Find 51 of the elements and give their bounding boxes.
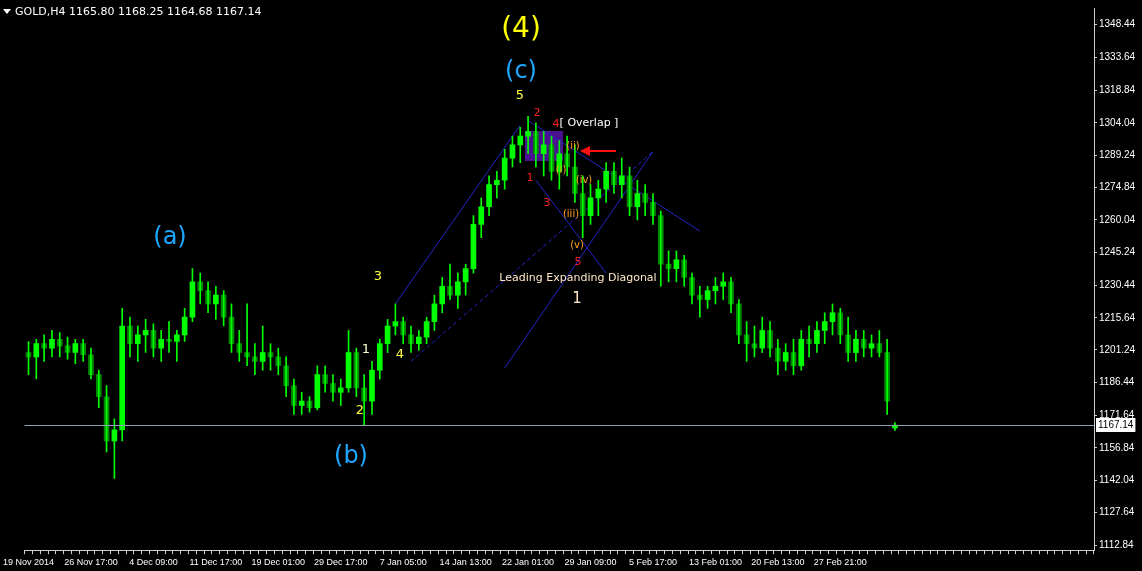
x-tick-label: 26 Nov 17:00 [64, 557, 118, 568]
y-tick-label: 1289.24 [1099, 149, 1136, 161]
y-tick-label: 1156.84 [1099, 441, 1135, 453]
y-tick-label: 1171.64 [1099, 408, 1135, 420]
x-tick-label: 22 Jan 01:00 [502, 557, 555, 568]
y-tick-label: 1348.44 [1099, 18, 1136, 30]
y-tick-label: 1274.84 [1099, 181, 1136, 192]
annotation: 2 [533, 105, 541, 119]
x-tick-label: 19 Dec 01:00 [251, 557, 306, 568]
x-tick-label: 11 Dec 17:00 [189, 557, 243, 568]
annotation: 1 [572, 288, 582, 307]
annotation: (iii) [562, 207, 580, 219]
annotation: 3 [373, 268, 383, 284]
y-tick-label: 1304.04 [1099, 116, 1136, 128]
y-tick-label: 1215.64 [1099, 311, 1136, 323]
x-tick-label: 13 Feb 01:00 [688, 557, 742, 568]
y-tick-label: 1127.64 [1099, 506, 1135, 518]
y-tick-label: 1230.44 [1099, 279, 1136, 291]
y-tick-label: 1142.04 [1099, 474, 1135, 486]
x-tick-label: 29 Dec 17:00 [313, 557, 368, 568]
annotation: 1 [361, 341, 371, 357]
annotation: (4) [501, 11, 541, 45]
annotation: 2 [355, 402, 365, 418]
ref-line-label: 1167.14 [1098, 418, 1134, 430]
chart-title: GOLD,H4 1165.80 1168.25 1164.68 1167.14 [15, 5, 262, 18]
annotation: 3 [543, 195, 551, 209]
y-tick-label: 1186.44 [1099, 376, 1135, 388]
y-tick-label: 1260.04 [1099, 213, 1136, 225]
y-tick-label: 1318.84 [1099, 83, 1136, 95]
x-tick-label: 4 Dec 09:00 [129, 557, 178, 568]
annotation: 5 [515, 87, 525, 103]
annotation: Leading Expanding Diagonal [499, 270, 657, 284]
y-tick-label: 1201.24 [1099, 343, 1136, 355]
x-tick-label: 14 Jan 13:00 [439, 557, 492, 568]
x-tick-label: 27 Feb 21:00 [813, 557, 867, 568]
x-tick-label: 5 Feb 17:00 [628, 557, 677, 568]
annotation: (v) [570, 238, 584, 250]
x-tick-label: 7 Jan 05:00 [379, 557, 427, 568]
annotation: (b) [334, 441, 368, 470]
annotation: 1 [526, 170, 534, 184]
annotation: 4 [552, 116, 560, 130]
x-tick-label: 20 Feb 13:00 [751, 557, 805, 568]
y-tick-label: 1112.84 [1099, 538, 1135, 550]
annotation: (a) [153, 222, 187, 251]
x-tick-label: 19 Nov 2014 [3, 557, 55, 568]
annotation: 4 [395, 346, 405, 362]
y-tick-label: 1333.64 [1099, 51, 1136, 63]
annotation: (c) [505, 56, 537, 85]
annotation: [ Overlap ] [559, 115, 619, 129]
x-tick-label: 29 Jan 09:00 [564, 557, 617, 568]
y-tick-label: 1245.24 [1099, 246, 1136, 258]
